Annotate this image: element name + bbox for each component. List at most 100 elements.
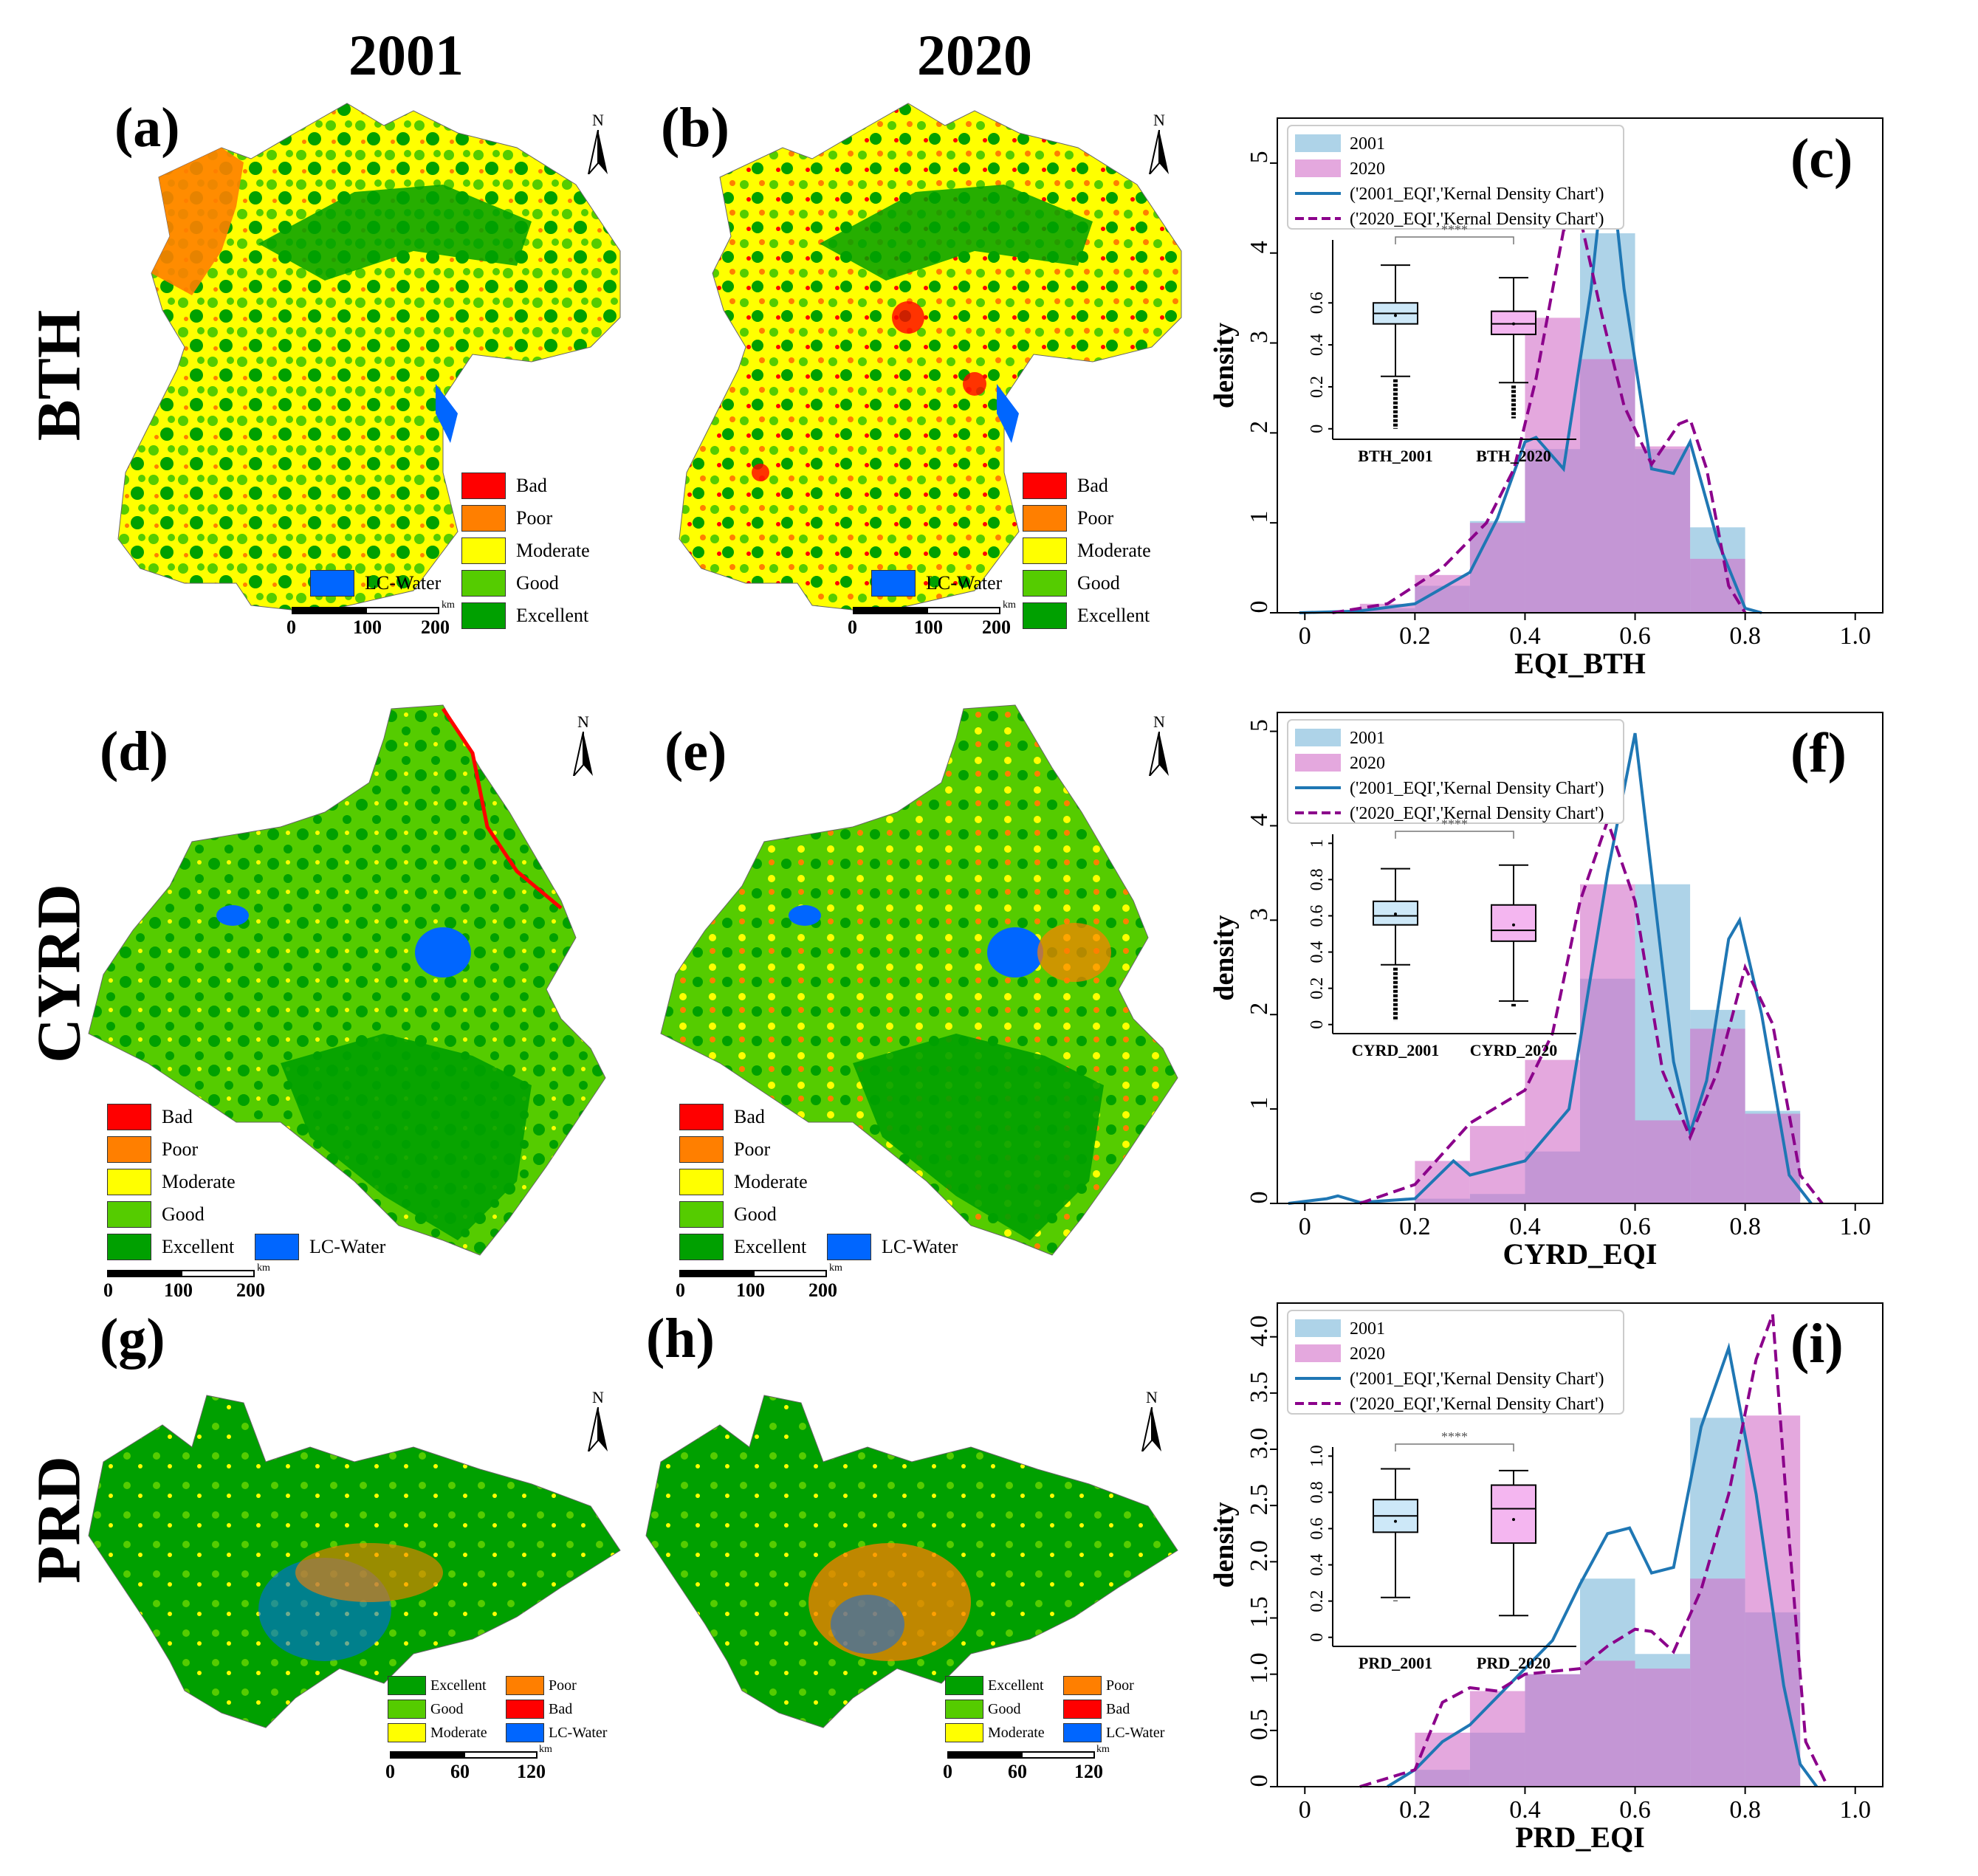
inset-y-tick-label: 0.6 (1308, 904, 1327, 927)
scale-tick: 0 (943, 1761, 952, 1782)
y-tick-label: 0 (1246, 601, 1273, 614)
y-tick-label: 1 (1246, 1097, 1273, 1110)
legend-item-poor: Poor (506, 1676, 577, 1695)
legend-item-good: Good (107, 1201, 205, 1228)
significance-bracket (1395, 831, 1514, 839)
inset-y-tick-label: 0.2 (1308, 376, 1327, 398)
scale-units: km (539, 1744, 552, 1755)
legend-label: Good (516, 572, 559, 594)
legend-item-moderate: Moderate (945, 1723, 1045, 1742)
histogram-bar-2020 (1469, 1126, 1525, 1203)
legend-label: LC-Water (926, 572, 1003, 594)
scale-tick: 0 (848, 616, 857, 638)
inset-y-tick-label: 0 (1308, 425, 1327, 433)
legend-entry: ('2001_EQI','Kernal Density Chart') (1350, 779, 1604, 798)
scalebar-segment (853, 607, 927, 614)
y-tick-label: 2.5 (1246, 1484, 1273, 1516)
swatch-good (461, 570, 506, 597)
legend-item-bad: Bad (107, 1104, 193, 1130)
panel-label: (c) (1790, 128, 1852, 190)
legend-item-excellent: Excellent (388, 1676, 487, 1695)
significance-label: **** (1441, 1429, 1468, 1444)
y-tick-label: 5 (1246, 719, 1273, 732)
scalebar-segment (1021, 1751, 1095, 1759)
legend-item-bad: Bad (506, 1700, 572, 1719)
scalebar-segment (947, 1751, 1021, 1759)
map-cyrd-2020 (660, 704, 1178, 1256)
legend-item-water: LC-Water (506, 1723, 607, 1742)
panel-label: (f) (1790, 722, 1847, 784)
chart-i-prd: 0 0.2 0.4 0.6 0.8 1.0 0 0.5 1.0 1.5 2.0 2.5 3.0 3.5 4.… (1209, 1302, 1883, 1854)
inset-y-tick-label: 0.2 (1308, 1590, 1327, 1612)
legend-label: Moderate (430, 1724, 487, 1741)
x-tick-label: 0.8 (1729, 622, 1761, 650)
x-tick-label: 0.6 (1619, 1213, 1651, 1240)
legend-item-bad: Bad (1063, 1700, 1130, 1719)
x-axis-label: CYRD_EQI (1503, 1237, 1658, 1271)
legend-item-water: LC-Water (255, 1234, 385, 1260)
legend-entry: ('2020_EQI','Kernal Density Chart') (1350, 210, 1604, 229)
y-tick-label: 3 (1246, 908, 1273, 921)
histogram-bar-2020 (1635, 446, 1691, 613)
histogram-bar-2020 (1580, 1660, 1635, 1787)
significance-bracket (1395, 236, 1514, 244)
swatch-bad (461, 473, 506, 499)
legend-item-poor: Poor (461, 505, 552, 532)
y-tick-label: 4 (1246, 241, 1273, 253)
legend-label: LC-Water (549, 1724, 608, 1741)
north-arrow-h: N (1141, 1388, 1163, 1456)
inset-y-tick-label: 0 (1308, 1020, 1327, 1029)
histogram-bar-2020 (1580, 884, 1635, 1203)
map-bth-2001 (117, 103, 621, 614)
legend-item-good: Good (388, 1700, 463, 1719)
legend-swatch (1295, 1344, 1341, 1362)
legend-label: Excellent (988, 1677, 1044, 1694)
legend-label: Excellent (430, 1677, 487, 1694)
y-tick-label: 5 (1246, 151, 1273, 163)
legend-item-excellent: Excellent (1023, 602, 1150, 629)
inset-y-tick-label: 0 (1308, 1633, 1327, 1642)
x-tick-label: 0.6 (1619, 1796, 1651, 1824)
legend-label: Good (162, 1203, 205, 1225)
legend-item-bad: Bad (1023, 473, 1108, 499)
swatch-good (388, 1700, 426, 1719)
legend-item-water: LC-Water (871, 570, 1002, 597)
swatch-water (827, 1234, 871, 1260)
scalebar-segment (753, 1270, 827, 1277)
y-tick-label: 1.0 (1246, 1652, 1273, 1684)
swatch-bad (506, 1700, 544, 1719)
legend-entry: 2001 (1350, 729, 1385, 748)
x-tick-label: 0.8 (1729, 1796, 1761, 1824)
box-iqr (1491, 1484, 1536, 1545)
legend-item-good: Good (679, 1201, 777, 1228)
swatch-moderate (107, 1169, 151, 1195)
legend-label: Excellent (516, 605, 589, 626)
y-tick-label: 0 (1246, 1775, 1273, 1787)
scalebar-segment (464, 1751, 538, 1759)
scale-tick: 120 (517, 1761, 546, 1782)
north-arrow-icon (588, 1406, 608, 1452)
inset-y-tick-label: 1 (1308, 839, 1327, 848)
swatch-good (107, 1201, 151, 1228)
inset-y-tick-label: 1.0 (1308, 1445, 1327, 1467)
x-tick-label: 0.2 (1399, 1796, 1431, 1824)
legend-item-water: LC-Water (827, 1234, 958, 1260)
legend-item-moderate: Moderate (107, 1169, 236, 1195)
inset-y-tick-label: 0.6 (1308, 1517, 1327, 1539)
legend-label: Moderate (162, 1171, 236, 1192)
panel-label: (i) (1790, 1313, 1844, 1375)
x-tick-label: 0 (1299, 1213, 1311, 1240)
swatch-water (506, 1723, 544, 1742)
scale-tick: 0 (286, 616, 296, 638)
legend-label: Good (988, 1700, 1021, 1717)
chart-f-cyrd: 0 0.2 0.4 0.6 0.8 1.0 0 1 2 3 4 5 CYRD_EQI density (f)… (1209, 712, 1883, 1271)
scale-tick: 100 (914, 616, 943, 638)
legend-label: Poor (162, 1138, 199, 1160)
north-arrow-b: N (1148, 111, 1170, 179)
x-tick-label: 0.2 (1399, 622, 1431, 650)
legend-item-poor: Poor (1023, 505, 1113, 532)
legend-label: Moderate (1077, 540, 1151, 561)
legend-item-bad: Bad (461, 473, 547, 499)
x-tick-label: 0 (1299, 1796, 1311, 1824)
plot-frame (1277, 712, 1883, 1204)
